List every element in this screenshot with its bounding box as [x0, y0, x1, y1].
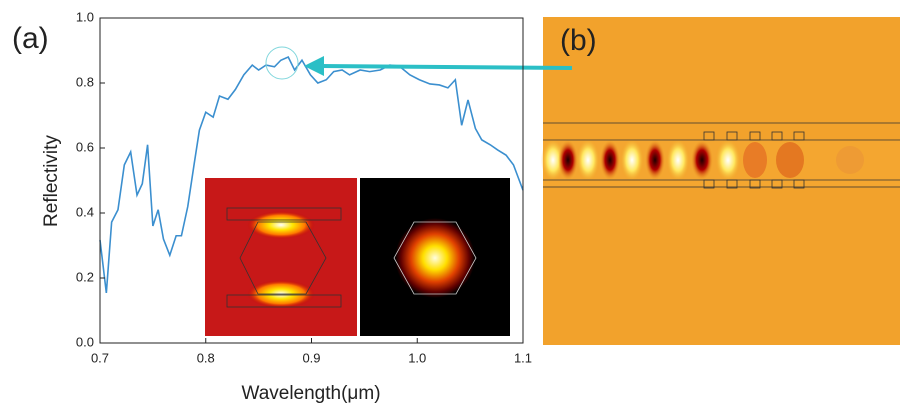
- highlight-circle: [265, 46, 299, 80]
- y-tick-label: 0.6: [76, 139, 94, 154]
- inset-field-map: [205, 178, 357, 336]
- arrow-head: [304, 56, 324, 76]
- y-tick-label: 1.0: [76, 9, 94, 24]
- x-axis-label: Wavelength(μm): [241, 383, 380, 404]
- y-tick-label: 0.0: [76, 334, 94, 349]
- arrow: [319, 64, 573, 70]
- y-tick-label: 0.8: [76, 74, 94, 89]
- panel-label: (b): [560, 24, 597, 57]
- panel-label: (a): [12, 22, 49, 55]
- y-tick-label: 0.4: [76, 204, 94, 219]
- x-tick-label: 0.9: [302, 350, 320, 365]
- x-tick-label: 0.8: [197, 350, 215, 365]
- waveguide-field-map: [541, 17, 900, 345]
- y-tick-label: 0.2: [76, 269, 94, 284]
- y-axis-label: Reflectivity: [41, 135, 62, 227]
- x-tick-label: 1.0: [408, 350, 426, 365]
- x-tick-label: 1.1: [514, 350, 532, 365]
- inset-mode-map: [360, 178, 510, 336]
- x-tick-label: 0.7: [91, 350, 109, 365]
- reflectivity-line: [99, 55, 524, 294]
